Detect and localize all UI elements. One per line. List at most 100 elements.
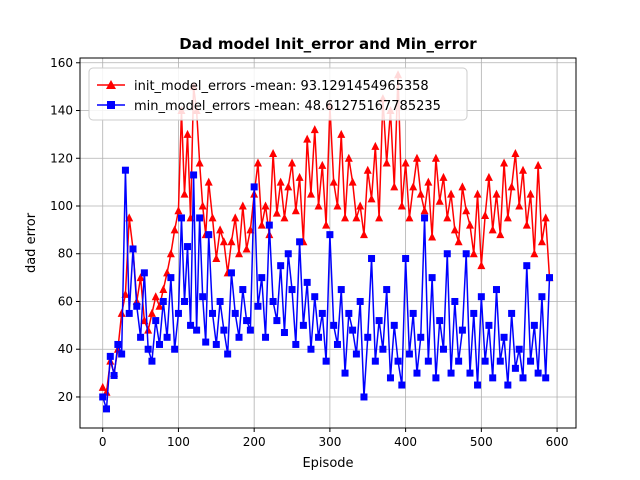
data-point bbox=[117, 308, 126, 317]
data-point bbox=[231, 213, 240, 222]
y-tick-label: 80 bbox=[58, 247, 73, 261]
data-point bbox=[198, 201, 207, 210]
data-point bbox=[272, 208, 281, 217]
data-point bbox=[254, 302, 262, 310]
data-point bbox=[315, 333, 323, 341]
data-point bbox=[500, 158, 509, 167]
x-tick-label: 200 bbox=[243, 435, 266, 449]
data-point bbox=[243, 317, 251, 325]
data-point bbox=[284, 182, 293, 191]
data-point bbox=[99, 393, 107, 401]
data-point bbox=[458, 182, 467, 191]
data-point bbox=[352, 213, 361, 222]
data-point bbox=[504, 381, 512, 389]
data-point bbox=[190, 171, 198, 179]
data-point bbox=[103, 405, 111, 413]
data-point bbox=[432, 374, 440, 382]
data-point bbox=[424, 357, 432, 365]
data-point bbox=[257, 220, 266, 229]
data-point bbox=[212, 254, 221, 263]
data-point bbox=[137, 333, 145, 341]
data-point bbox=[481, 357, 489, 365]
data-point bbox=[183, 129, 192, 138]
data-point bbox=[465, 220, 474, 229]
data-point bbox=[477, 261, 486, 270]
data-point bbox=[125, 309, 133, 317]
y-tick-label: 100 bbox=[50, 199, 73, 213]
data-point bbox=[371, 357, 379, 365]
data-point bbox=[239, 286, 247, 294]
data-point bbox=[390, 182, 399, 191]
data-point bbox=[537, 237, 546, 246]
data-point bbox=[114, 340, 122, 348]
legend-box bbox=[88, 67, 468, 121]
y-axis-label: dad error bbox=[24, 212, 39, 273]
data-point bbox=[417, 333, 425, 341]
data-point bbox=[428, 232, 437, 241]
data-point bbox=[209, 309, 217, 317]
y-tick-label: 160 bbox=[50, 56, 73, 70]
series-layer bbox=[98, 70, 554, 413]
data-point bbox=[174, 309, 182, 317]
data-point bbox=[439, 172, 448, 181]
data-point bbox=[196, 214, 204, 222]
data-point bbox=[148, 357, 156, 365]
data-point bbox=[195, 158, 204, 167]
data-point bbox=[416, 189, 425, 198]
data-point bbox=[527, 357, 535, 365]
data-point bbox=[333, 340, 341, 348]
data-point bbox=[258, 274, 266, 282]
data-point bbox=[356, 201, 365, 210]
x-tick-label: 600 bbox=[546, 435, 569, 449]
data-point bbox=[545, 274, 553, 282]
y-tick-label: 60 bbox=[58, 294, 73, 308]
data-point bbox=[193, 326, 201, 334]
data-point bbox=[288, 286, 296, 294]
data-point bbox=[364, 333, 372, 341]
data-point bbox=[133, 302, 141, 310]
data-point bbox=[518, 165, 527, 174]
data-point bbox=[409, 309, 417, 317]
data-point bbox=[375, 213, 384, 222]
data-point bbox=[424, 177, 433, 186]
data-point bbox=[231, 309, 239, 317]
data-point bbox=[329, 177, 338, 186]
x-tick-label: 400 bbox=[394, 435, 417, 449]
data-point bbox=[280, 329, 288, 337]
data-point bbox=[436, 317, 444, 325]
data-point bbox=[136, 273, 145, 282]
x-tick-label: 300 bbox=[318, 435, 341, 449]
data-point bbox=[397, 201, 406, 210]
data-point bbox=[204, 177, 213, 186]
data-point bbox=[379, 345, 387, 353]
data-point bbox=[383, 286, 391, 294]
data-point bbox=[296, 238, 304, 246]
data-point bbox=[212, 340, 220, 348]
data-point bbox=[144, 345, 152, 353]
data-point bbox=[359, 230, 368, 239]
data-point bbox=[303, 278, 311, 286]
data-point bbox=[163, 333, 171, 341]
chart-title: Dad model Init_error and Min_error bbox=[179, 35, 477, 53]
data-point bbox=[382, 158, 391, 167]
data-point bbox=[515, 345, 523, 353]
data-point bbox=[341, 213, 350, 222]
data-point bbox=[492, 286, 500, 294]
data-point bbox=[216, 297, 224, 305]
x-axis-ticks: 0 100 200 300 400 500 600 bbox=[99, 428, 569, 449]
data-point bbox=[466, 369, 474, 377]
data-point bbox=[455, 357, 463, 365]
data-point bbox=[253, 158, 262, 167]
data-point bbox=[431, 153, 440, 162]
data-point bbox=[129, 245, 137, 253]
data-point bbox=[484, 172, 493, 181]
data-point bbox=[368, 255, 376, 263]
data-point bbox=[511, 364, 519, 372]
series-min-model-errors bbox=[99, 166, 553, 413]
data-point bbox=[470, 309, 478, 317]
data-point bbox=[371, 141, 380, 150]
data-point bbox=[508, 309, 516, 317]
data-point bbox=[503, 213, 512, 222]
data-point bbox=[462, 250, 470, 258]
